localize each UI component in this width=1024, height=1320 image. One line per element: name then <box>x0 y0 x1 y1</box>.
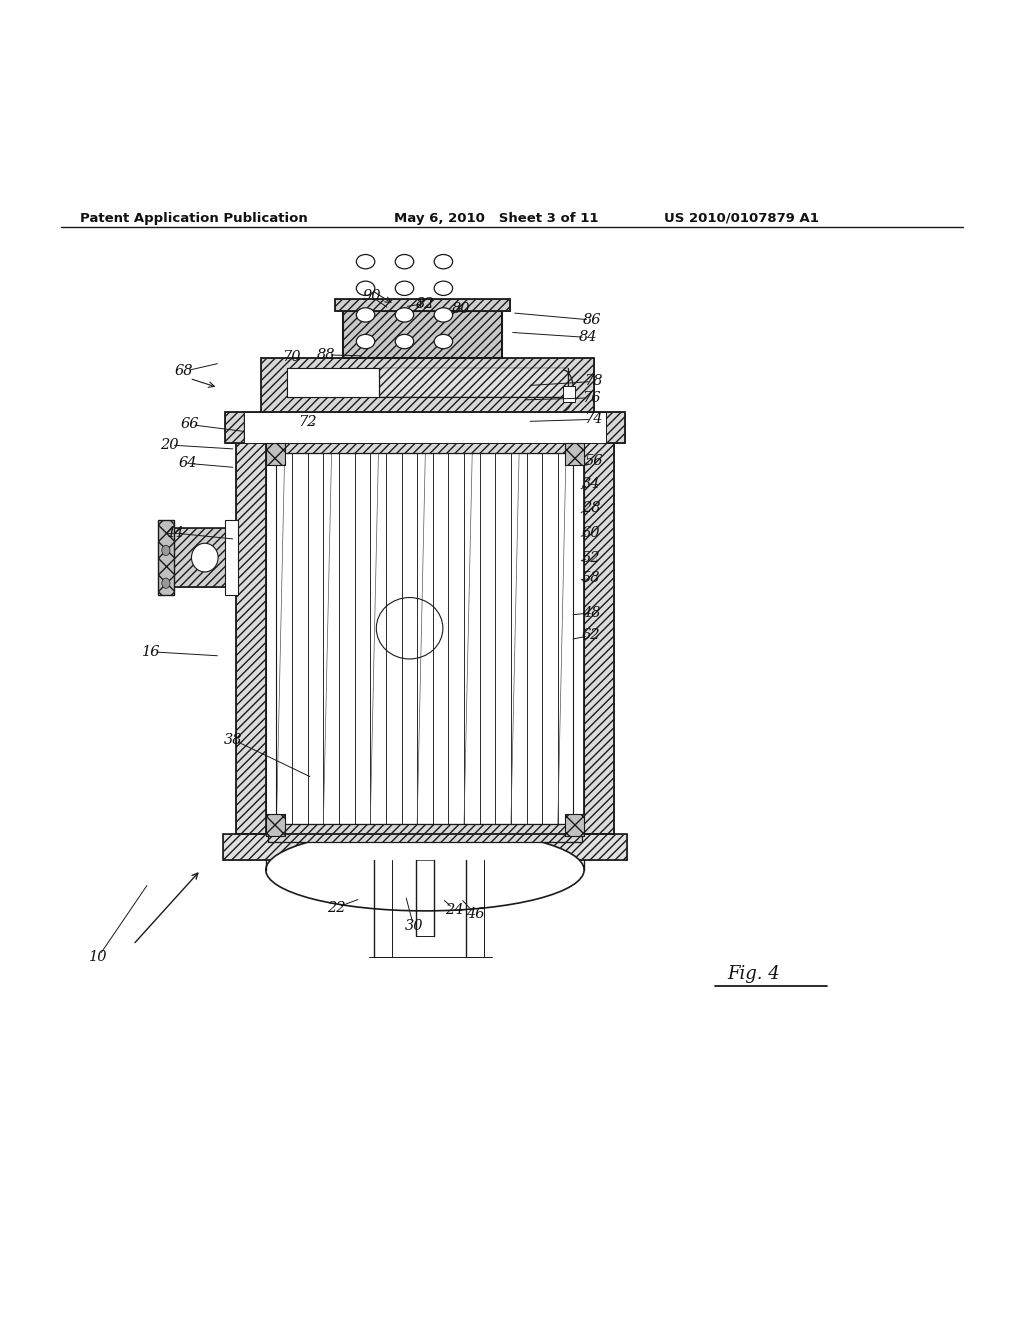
Text: 70: 70 <box>283 350 301 364</box>
Bar <box>225 412 625 444</box>
Ellipse shape <box>395 281 414 296</box>
Ellipse shape <box>266 829 584 911</box>
Bar <box>563 385 575 403</box>
Bar <box>335 298 510 310</box>
Text: 34: 34 <box>582 477 600 491</box>
Bar <box>266 813 285 836</box>
Ellipse shape <box>434 308 453 322</box>
Bar <box>268 824 582 842</box>
Text: 76: 76 <box>583 391 601 405</box>
Text: 88: 88 <box>316 348 335 362</box>
Ellipse shape <box>191 544 218 572</box>
Bar <box>174 528 236 587</box>
Text: 64: 64 <box>178 457 197 470</box>
Text: 82: 82 <box>416 297 434 310</box>
Text: 16: 16 <box>142 644 161 659</box>
Ellipse shape <box>434 281 453 296</box>
Text: 68: 68 <box>175 364 194 379</box>
Bar <box>268 434 582 453</box>
Text: 90: 90 <box>362 289 381 304</box>
Bar <box>266 434 364 444</box>
Text: 62: 62 <box>582 628 600 643</box>
Ellipse shape <box>356 308 375 322</box>
Text: 72: 72 <box>298 416 316 429</box>
Text: 56: 56 <box>585 454 603 469</box>
Bar <box>565 813 584 836</box>
Ellipse shape <box>162 578 170 589</box>
Bar <box>244 412 606 444</box>
Text: Fig. 4: Fig. 4 <box>727 965 780 982</box>
Ellipse shape <box>395 255 414 269</box>
Text: 78: 78 <box>585 375 603 388</box>
Text: May 6, 2010   Sheet 3 of 11: May 6, 2010 Sheet 3 of 11 <box>394 211 599 224</box>
Ellipse shape <box>356 334 375 348</box>
Bar <box>225 520 238 595</box>
Bar <box>158 520 174 595</box>
Text: 38: 38 <box>224 733 243 747</box>
Text: 86: 86 <box>583 313 601 327</box>
Bar <box>266 813 285 836</box>
Text: 66: 66 <box>180 417 199 432</box>
Bar <box>364 434 584 444</box>
Text: 58: 58 <box>582 572 600 585</box>
Bar <box>244 412 606 444</box>
Ellipse shape <box>395 308 414 322</box>
Ellipse shape <box>434 334 453 348</box>
Ellipse shape <box>395 334 414 348</box>
Text: 80: 80 <box>452 302 470 315</box>
Bar <box>225 412 625 444</box>
Text: 30: 30 <box>404 919 423 933</box>
Text: 44: 44 <box>165 527 183 540</box>
Bar <box>565 813 584 836</box>
Text: Patent Application Publication: Patent Application Publication <box>80 211 307 224</box>
Text: 74: 74 <box>585 412 603 426</box>
Ellipse shape <box>356 281 375 296</box>
Bar <box>223 834 627 859</box>
Bar <box>287 368 568 397</box>
Text: 28: 28 <box>582 502 600 515</box>
Bar <box>565 444 584 466</box>
Bar <box>158 520 174 595</box>
Text: 52: 52 <box>582 550 600 565</box>
Bar <box>174 528 236 587</box>
Text: US 2010/0107879 A1: US 2010/0107879 A1 <box>664 211 818 224</box>
Bar <box>236 444 266 834</box>
Bar <box>223 834 627 859</box>
Ellipse shape <box>434 255 453 269</box>
Bar <box>584 444 614 834</box>
Bar <box>584 444 614 834</box>
Text: 20: 20 <box>160 438 178 451</box>
Bar <box>266 444 285 466</box>
Bar <box>268 824 582 842</box>
Bar <box>565 444 584 466</box>
Bar <box>268 434 582 453</box>
Bar <box>236 444 266 834</box>
Bar <box>261 358 594 412</box>
Ellipse shape <box>162 545 170 556</box>
Text: 24: 24 <box>445 903 464 917</box>
Text: 10: 10 <box>89 950 108 964</box>
Text: 84: 84 <box>579 330 597 345</box>
Text: 48: 48 <box>582 606 600 620</box>
Bar <box>343 310 502 358</box>
Bar <box>266 444 285 466</box>
Bar <box>261 358 594 412</box>
Bar <box>287 368 379 397</box>
Ellipse shape <box>356 255 375 269</box>
Text: 60: 60 <box>582 527 600 540</box>
Bar <box>343 310 502 358</box>
Bar <box>379 368 568 397</box>
Text: 46: 46 <box>466 907 484 921</box>
Bar <box>335 298 510 310</box>
Text: 22: 22 <box>327 900 345 915</box>
